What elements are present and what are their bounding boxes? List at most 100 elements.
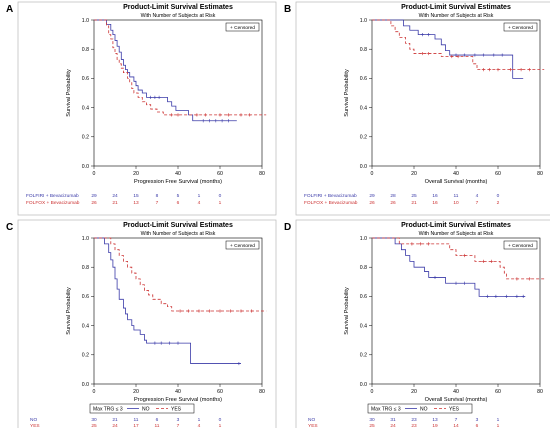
at-risk-count: 16 bbox=[432, 193, 438, 199]
censor-mark bbox=[485, 294, 490, 298]
group-legend: Max TRG ≤ 3 NO YES bbox=[367, 403, 473, 414]
at-risk-count: 1 bbox=[219, 200, 222, 206]
chart-title: Product-Limit Survival Estimates bbox=[123, 222, 233, 229]
at-risk-count: 11 bbox=[454, 193, 459, 199]
at-risk-row-label: FOLFIRI + Bevacizumab bbox=[304, 193, 357, 199]
censor-mark bbox=[492, 53, 496, 57]
at-risk-count: 16 bbox=[432, 200, 438, 206]
y-axis-label: Survival Probability bbox=[66, 69, 72, 117]
censor-mark bbox=[521, 294, 525, 298]
x-tick-label: 40 bbox=[453, 389, 459, 395]
y-tick-label: 0.8 bbox=[82, 265, 89, 271]
at-risk-count: 21 bbox=[112, 417, 118, 423]
x-tick-label: 20 bbox=[133, 171, 139, 177]
censor-mark bbox=[427, 242, 431, 246]
censor-legend: + Censored bbox=[225, 22, 260, 32]
censor-mark bbox=[239, 113, 243, 117]
censor-mark bbox=[207, 119, 212, 123]
x-tick-label: 60 bbox=[217, 171, 223, 177]
x-tick-label: 20 bbox=[411, 389, 417, 395]
y-tick-label: 1.0 bbox=[360, 18, 367, 24]
x-tick-label: 80 bbox=[259, 171, 265, 177]
censor-mark bbox=[427, 51, 431, 56]
y-tick-label: 0.0 bbox=[360, 164, 367, 170]
at-risk-count: 29 bbox=[91, 193, 97, 199]
censor-mark bbox=[490, 259, 494, 263]
x-axis-label: Progression Free Survival (months) bbox=[134, 397, 222, 403]
censor-mark bbox=[481, 68, 485, 72]
at-risk-count: 19 bbox=[432, 423, 438, 428]
censor-mark bbox=[496, 68, 500, 72]
y-tick-label: 0.0 bbox=[360, 382, 367, 388]
at-risk-count: 5 bbox=[177, 193, 180, 199]
survival-curve-group2 bbox=[372, 19, 545, 71]
chart-subtitle: With Number of Subjects at Risk bbox=[141, 231, 216, 237]
at-risk-count: 1 bbox=[497, 417, 500, 423]
censor-legend-text: + Censored bbox=[230, 25, 255, 31]
at-risk-count: 7 bbox=[455, 417, 458, 423]
censor-mark bbox=[462, 281, 466, 285]
y-tick-label: 0.0 bbox=[82, 382, 89, 388]
at-risk-count: 24 bbox=[390, 423, 396, 428]
at-risk-count: 1 bbox=[198, 417, 201, 423]
censor-mark bbox=[481, 259, 485, 263]
plot-area bbox=[93, 19, 263, 167]
censor-legend-box bbox=[503, 22, 538, 32]
survival-curve-group1 bbox=[372, 19, 524, 79]
censor-mark bbox=[462, 253, 466, 258]
at-risk-count: 23 bbox=[411, 417, 417, 423]
at-risk-count: 23 bbox=[411, 423, 417, 428]
x-axis-label: Overall Survival (months) bbox=[425, 179, 488, 185]
panel-label: D bbox=[284, 222, 291, 233]
y-tick-label: 0.4 bbox=[82, 323, 89, 329]
x-tick-label: 40 bbox=[175, 389, 181, 395]
chart-subtitle: With Number of Subjects at Risk bbox=[419, 231, 494, 237]
censor-mark bbox=[433, 275, 437, 280]
at-risk-count: 28 bbox=[390, 193, 396, 199]
censor-legend-box bbox=[503, 240, 538, 250]
chart-title: Product-Limit Survival Estimates bbox=[123, 4, 233, 11]
censor-mark bbox=[195, 113, 199, 117]
at-risk-row-label: NO bbox=[308, 417, 315, 423]
censor-mark bbox=[427, 33, 431, 37]
censor-mark bbox=[176, 113, 180, 117]
y-tick-label: 0.4 bbox=[82, 105, 89, 111]
at-risk-count: 21 bbox=[411, 200, 417, 206]
legend-label-no: NO bbox=[420, 406, 428, 412]
at-risk-count: 13 bbox=[432, 417, 438, 423]
x-tick-label: 80 bbox=[537, 389, 543, 395]
censor-mark bbox=[197, 309, 201, 313]
at-risk-count: 0 bbox=[219, 417, 222, 423]
y-tick-label: 0.4 bbox=[360, 323, 367, 329]
at-risk-count: 1 bbox=[198, 193, 201, 199]
censor-mark bbox=[420, 33, 424, 37]
at-risk-count: 25 bbox=[91, 423, 97, 428]
at-risk-count: 26 bbox=[390, 200, 396, 206]
censor-mark bbox=[410, 242, 414, 246]
censor-mark bbox=[186, 309, 191, 313]
censor-mark bbox=[153, 95, 157, 99]
censor-mark bbox=[228, 309, 233, 313]
at-risk-count: 1 bbox=[219, 423, 222, 428]
censor-mark bbox=[500, 53, 504, 57]
censor-mark bbox=[218, 309, 222, 313]
group-legend-title: Max TRG ≤ 3 bbox=[371, 406, 401, 412]
at-risk-count: 2 bbox=[497, 200, 500, 206]
censor-mark bbox=[420, 51, 424, 56]
survival-curve-group2 bbox=[94, 19, 267, 116]
censor-mark bbox=[203, 113, 207, 117]
censor-mark bbox=[488, 68, 492, 72]
censor-legend-box bbox=[225, 22, 260, 32]
at-risk-count: 4 bbox=[198, 423, 201, 428]
survival-curve-group1 bbox=[94, 237, 241, 364]
at-risk-count: 4 bbox=[198, 200, 201, 206]
y-tick-label: 0.2 bbox=[360, 353, 367, 359]
censor-mark bbox=[515, 294, 519, 298]
chart-subtitle: With Number of Subjects at Risk bbox=[141, 13, 216, 19]
x-tick-label: 0 bbox=[371, 171, 374, 177]
at-risk-table: FOLFIRI + Bevacizumab 29 28 25 16 11 4 0 FOLFOX … bbox=[304, 193, 500, 206]
chart-subtitle: With Number of Subjects at Risk bbox=[419, 13, 494, 19]
at-risk-count: 6 bbox=[177, 200, 180, 206]
at-risk-count: 0 bbox=[497, 193, 500, 199]
y-tick-label: 0.2 bbox=[82, 135, 89, 141]
